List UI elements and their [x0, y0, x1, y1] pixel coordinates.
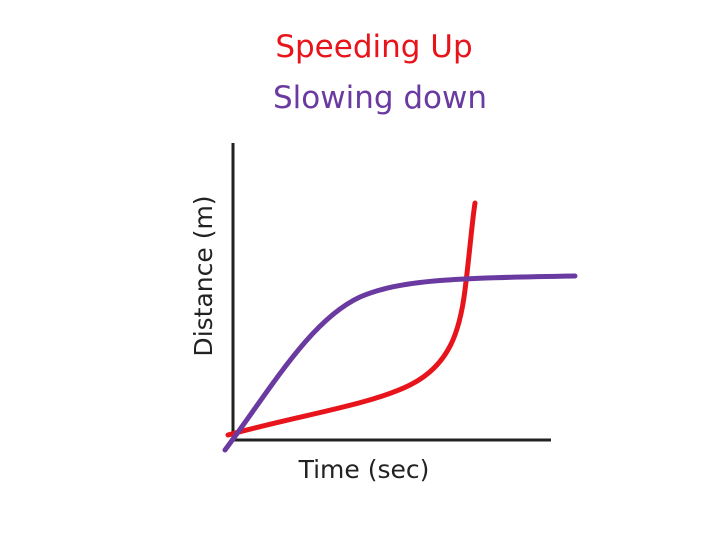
speeding-up-curve: [225, 200, 478, 438]
y-axis-label: Distance (m): [189, 195, 218, 356]
title-speeding: Speeding Up: [275, 29, 472, 65]
x-axis-label: Time (sec): [298, 455, 430, 484]
slowing-down-curve: [222, 273, 578, 453]
title-slowing: Slowing down: [273, 80, 487, 116]
